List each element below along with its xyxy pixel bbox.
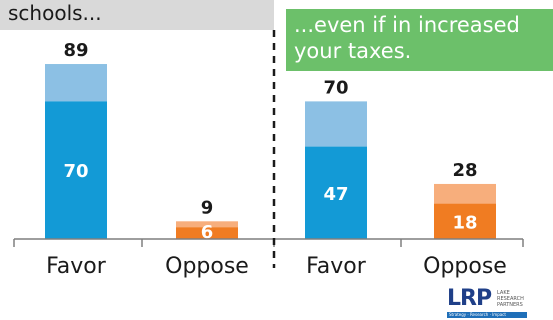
logo-sub: LAKE RESEARCH PARTNERS [497,290,525,308]
logo-text: LRP [447,286,492,311]
total-value-label: 9 [201,197,214,218]
logo-sub-line: RESEARCH [497,296,524,302]
bar-total-segment [45,64,107,102]
lrp-logo: LRP LAKE RESEARCH PARTNERS Strategy · Re… [447,286,527,319]
bar-strong-segment [305,146,367,239]
category-label: Favor [306,254,367,279]
category-label: Oppose [165,254,249,279]
bar-total-segment [305,101,367,147]
strong-value-label: 6 [201,222,214,243]
category-label: Favor [46,254,107,279]
strong-value-label: 18 [452,212,477,233]
bar-total-segment [434,183,496,204]
total-value-label: 89 [63,40,88,61]
header-right-line2: your taxes. [294,39,412,63]
strong-value-label: 70 [63,161,88,182]
bar-strong-segment [176,227,238,239]
header-left-text: schools... [8,1,102,25]
logo-tagline: Strategy · Research · Impact [449,312,506,317]
bar-strong-segment [434,203,496,239]
total-value-label: 28 [452,160,477,181]
total-value-label: 70 [323,77,348,98]
bar-total-segment [176,221,238,228]
logo-sub-line: LAKE [497,290,510,296]
header-right-caption: ...even if in increased your taxes. [286,9,553,71]
logo-bar: Strategy · Research · Impact [447,312,527,318]
logo-sub-line: PARTNERS [497,302,523,308]
header-right-line1: ...even if in increased [294,13,520,37]
strong-value-label: 47 [323,184,348,205]
category-label: Oppose [423,254,507,279]
header-left-caption: schools... [0,0,274,30]
bar-strong-segment [45,101,107,239]
